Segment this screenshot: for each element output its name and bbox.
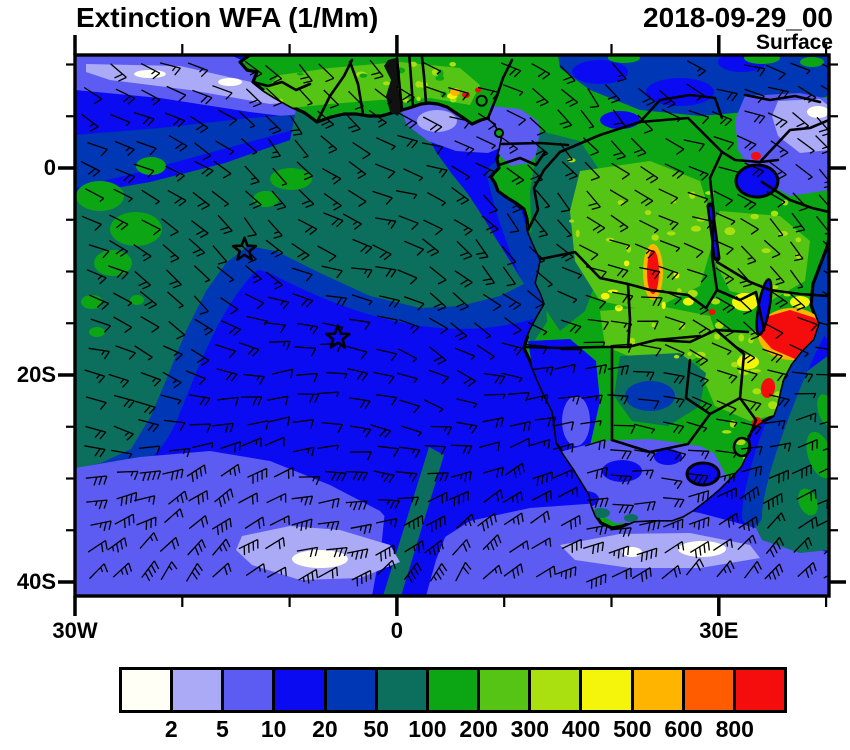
- star-marker: [325, 324, 351, 349]
- axis-ticks: [58, 35, 846, 616]
- colorbar-level-label: 5: [216, 716, 229, 742]
- plot-title: Extinction WFA (1/Mm): [76, 2, 379, 33]
- wind-barbs-layer: [80, 59, 828, 589]
- colorbar-cell: [326, 670, 378, 710]
- colorbar-cell: [275, 670, 327, 710]
- colorbar-cell: [684, 670, 736, 710]
- colorbar-cell: [122, 670, 174, 710]
- y-tick-label: 0: [43, 155, 56, 180]
- colorbar-level-label: 20: [312, 716, 338, 742]
- colorbar-cell: [428, 670, 481, 710]
- colorbar-level-label: 500: [613, 716, 652, 742]
- x-tick-label: 0: [390, 618, 404, 643]
- plot-level: Surface: [755, 31, 833, 54]
- colorbar-level-label: 800: [715, 716, 754, 742]
- colorbar-cell: [224, 670, 276, 710]
- colorbar-cell: [633, 670, 685, 710]
- colorbar-level-label: 200: [459, 716, 498, 742]
- colorbar-cell: [582, 670, 634, 710]
- colorbar-cell: [173, 670, 225, 710]
- field-layer: [76, 56, 828, 595]
- colorbar-cell: [480, 670, 532, 710]
- colorbar-level-label: 50: [363, 716, 389, 742]
- colorbar-level-label: 600: [664, 716, 703, 742]
- colorbar-cell: [735, 670, 785, 710]
- x-tick-label: 30W: [52, 618, 98, 643]
- y-tick-label: 20S: [16, 362, 56, 387]
- star-marker: [231, 236, 258, 261]
- x-tick-label: 30E: [699, 618, 739, 643]
- colorbar-cell: [377, 670, 429, 710]
- plot-date: 2018-09-29_00: [643, 2, 833, 33]
- colorbar-level-label: 300: [510, 716, 550, 742]
- colorbar-cell: [531, 670, 583, 710]
- colorbar-level-label: 400: [561, 716, 601, 742]
- colorbar-level-label: 100: [408, 716, 447, 742]
- y-tick-label: 40S: [16, 569, 56, 594]
- colorbar-level-label: 2: [164, 716, 178, 742]
- colorbar: [119, 667, 787, 713]
- lake-victoria: [734, 163, 780, 199]
- colorbar-level-label: 10: [260, 716, 287, 742]
- circle-marker: [475, 94, 488, 107]
- map-frame: [73, 53, 831, 598]
